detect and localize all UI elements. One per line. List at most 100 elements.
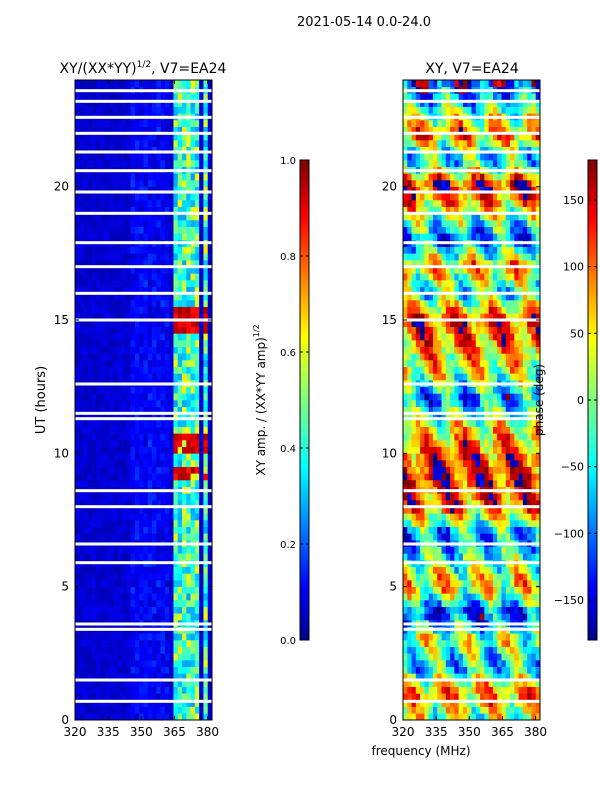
- heatmap-cell: [463, 660, 468, 667]
- heatmap-cell: [122, 160, 127, 167]
- heatmap-cell: [489, 527, 494, 534]
- heatmap-cell: [178, 573, 183, 580]
- heatmap-cell: [79, 427, 84, 434]
- heatmap-cell: [96, 253, 101, 260]
- heatmap-cell: [148, 693, 153, 700]
- heatmap-cell: [420, 593, 425, 600]
- heatmap-cell: [195, 427, 200, 434]
- heatmap-cell: [442, 513, 447, 520]
- heatmap-cell: [156, 400, 161, 407]
- heatmap-cell: [169, 180, 174, 187]
- heatmap-cell: [139, 660, 144, 667]
- heatmap-cell: [489, 473, 494, 480]
- heatmap-cell: [101, 480, 106, 487]
- heatmap-cell: [186, 653, 191, 660]
- heatmap-cell: [203, 640, 208, 647]
- heatmap-cell: [424, 373, 429, 380]
- heatmap-cell: [131, 253, 136, 260]
- heatmap-cell: [182, 107, 187, 114]
- heatmap-cell: [182, 253, 187, 260]
- heatmap-cell: [173, 533, 178, 540]
- heatmap-cell: [489, 433, 494, 440]
- heatmap-cell: [139, 480, 144, 487]
- heatmap-cell: [514, 460, 519, 467]
- heatmap-cell: [531, 660, 536, 667]
- heatmap-cell: [195, 567, 200, 574]
- heatmap-cell: [424, 333, 429, 340]
- heatmap-cell: [173, 660, 178, 667]
- heatmap-cell: [152, 607, 157, 614]
- heatmap-cell: [203, 593, 208, 600]
- heatmap-cell: [501, 340, 506, 347]
- heatmap-cell: [497, 580, 502, 587]
- heatmap-cell: [131, 353, 136, 360]
- heatmap-cell: [92, 227, 97, 234]
- heatmap-cell: [144, 193, 149, 200]
- heatmap-cell: [139, 227, 144, 234]
- heatmap-cell: [420, 693, 425, 700]
- heatmap-cell: [191, 93, 196, 100]
- heatmap-cell: [182, 353, 187, 360]
- heatmap-cell: [476, 667, 481, 674]
- heatmap-cell: [165, 227, 170, 234]
- heatmap-cell: [96, 373, 101, 380]
- heatmap-cell: [510, 593, 515, 600]
- heatmap-cell: [429, 367, 434, 374]
- heatmap-cell: [109, 633, 114, 640]
- heatmap-cell: [199, 687, 204, 694]
- heatmap-cell: [472, 587, 477, 594]
- heatmap-cell: [467, 553, 472, 560]
- heatmap-cell: [501, 427, 506, 434]
- heatmap-cell: [101, 593, 106, 600]
- heatmap-cell: [144, 233, 149, 240]
- heatmap-cell: [186, 460, 191, 467]
- heatmap-cell: [84, 247, 89, 254]
- heatmap-cell: [105, 420, 110, 427]
- heatmap-cell: [416, 360, 421, 367]
- heatmap-cell: [191, 153, 196, 160]
- heatmap-cell: [437, 713, 442, 720]
- heatmap-cell: [186, 567, 191, 574]
- heatmap-cell: [203, 480, 208, 487]
- heatmap-cell: [203, 633, 208, 640]
- heatmap-cell: [169, 307, 174, 314]
- heatmap-cell: [420, 527, 425, 534]
- heatmap-cell: [510, 347, 515, 354]
- flagged-row: [75, 679, 212, 682]
- heatmap-cell: [480, 607, 485, 614]
- heatmap-cell: [527, 547, 532, 554]
- heatmap-cell: [506, 713, 511, 720]
- heatmap-cell: [173, 580, 178, 587]
- heatmap-cell: [467, 433, 472, 440]
- heatmap-cell: [152, 327, 157, 334]
- heatmap-cell: [182, 600, 187, 607]
- heatmap-cell: [442, 480, 447, 487]
- heatmap-cell: [92, 447, 97, 454]
- heatmap-cell: [442, 707, 447, 714]
- heatmap-cell: [139, 347, 144, 354]
- heatmap-cell: [75, 327, 80, 334]
- heatmap-cell: [84, 120, 89, 127]
- heatmap-cell: [122, 653, 127, 660]
- heatmap-cell: [433, 353, 438, 360]
- heatmap-cell: [446, 660, 451, 667]
- heatmap-cell: [199, 393, 204, 400]
- heatmap-cell: [484, 633, 489, 640]
- heatmap-cell: [135, 633, 140, 640]
- heatmap-cell: [489, 600, 494, 607]
- heatmap-cell: [523, 467, 528, 474]
- heatmap-cell: [178, 707, 183, 714]
- heatmap-cell: [191, 120, 196, 127]
- heatmap-cell: [437, 707, 442, 714]
- heatmap-cell: [412, 633, 417, 640]
- heatmap-cell: [152, 347, 157, 354]
- heatmap-cell: [79, 693, 84, 700]
- heatmap-cell: [442, 373, 447, 380]
- heatmap-cell: [195, 360, 200, 367]
- heatmap-cell: [139, 520, 144, 527]
- heatmap-cell: [118, 153, 123, 160]
- heatmap-cell: [182, 220, 187, 227]
- heatmap-cell: [497, 587, 502, 594]
- heatmap-cell: [480, 713, 485, 720]
- heatmap-cell: [203, 273, 208, 280]
